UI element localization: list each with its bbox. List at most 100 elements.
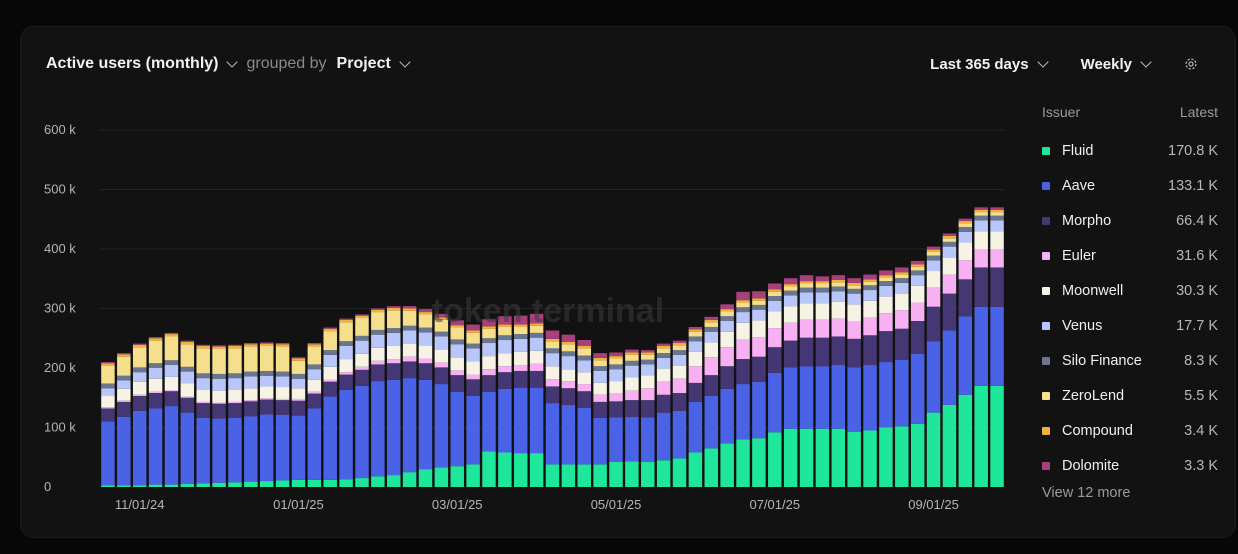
bar-segment [259, 342, 274, 344]
bar-segment [117, 388, 131, 401]
bar-segment [768, 300, 782, 312]
legend-item[interactable]: Silo Finance 8.3 K [1042, 343, 1218, 378]
bar-segment [736, 384, 750, 440]
bar-segment [101, 421, 115, 486]
bar-segment [418, 358, 433, 364]
bar-segment [863, 335, 877, 366]
legend-item-value: 66.4 K [1176, 212, 1218, 229]
range-dropdown[interactable]: Last 365 days [930, 56, 1049, 73]
bar-segment [831, 286, 846, 292]
legend-item[interactable]: Euler 31.6 K [1042, 238, 1218, 273]
bar-segment [339, 372, 353, 375]
interval-dropdown[interactable]: Weekly [1081, 56, 1152, 73]
bar-segment [879, 313, 893, 332]
bar-segment [768, 372, 782, 433]
chart-controls: Last 365 days Weekly [896, 52, 1198, 76]
legend-item[interactable]: ZeroLend 5.5 K [1042, 378, 1218, 413]
bar-segment [498, 388, 512, 453]
bar-segment [990, 207, 1004, 210]
bar-segment [609, 352, 623, 357]
legend-item-value: 17.7 K [1176, 317, 1218, 334]
bar-segment [514, 370, 528, 388]
bar-segment [275, 415, 290, 481]
bar-segment [593, 370, 607, 383]
bar-segment [752, 309, 766, 321]
bar-segment [736, 439, 750, 487]
bar-segment [275, 344, 290, 347]
legend-item[interactable]: Fluid 170.8 K [1042, 133, 1218, 168]
bar-segment [926, 246, 941, 250]
legend-item[interactable]: Aave 133.1 K [1042, 168, 1218, 203]
bar-segment [148, 392, 163, 409]
bar-segment [577, 372, 591, 385]
bar-segment [371, 364, 385, 382]
bar-segment [545, 403, 560, 465]
bar-segment [164, 391, 179, 407]
bar-segment [625, 416, 639, 462]
legend-item[interactable]: Moonwell 30.3 K [1042, 273, 1218, 308]
bar-segment [752, 291, 766, 299]
bar-segment [371, 360, 385, 365]
bar-segment [879, 270, 893, 276]
bar-segment [974, 231, 988, 249]
bar-segment [799, 283, 814, 288]
bar-segment [958, 226, 973, 232]
view-more-link[interactable]: View 12 more [1042, 485, 1131, 501]
bar-segment [434, 317, 449, 320]
bar-segment [450, 327, 464, 340]
bar-segment [736, 291, 750, 301]
bar-segment [942, 404, 957, 487]
legend-item-value: 170.8 K [1168, 142, 1218, 159]
bar-segment [895, 282, 909, 294]
bar-segment [482, 375, 496, 392]
bar-segment [132, 367, 147, 373]
bar-segment [514, 387, 528, 454]
bar-segment [720, 331, 734, 348]
bar-segment [561, 351, 576, 357]
metric-dropdown[interactable]: Active users (monthly) [46, 55, 239, 73]
bar-segment [752, 304, 766, 310]
bar-segment [942, 241, 957, 247]
bar-segment [609, 417, 623, 463]
bar-segment [910, 423, 925, 487]
bar-segment [101, 383, 115, 389]
legend-item[interactable]: Dolomite 3.3 K [1042, 448, 1218, 483]
legend-item[interactable]: Venus 17.7 K [1042, 308, 1218, 343]
bar-segment [688, 329, 703, 332]
bar-segment [402, 378, 417, 473]
bar-segment [164, 390, 179, 392]
group-dropdown[interactable]: Project [337, 55, 411, 73]
bar-segment [593, 382, 607, 395]
bar-segment [815, 366, 830, 429]
bar-segment [117, 380, 131, 389]
bar-segment [609, 358, 623, 365]
bar-segment [164, 332, 179, 335]
legend-item[interactable]: Compound 3.4 K [1042, 413, 1218, 448]
bar-segment [910, 266, 925, 271]
bar-segment [164, 376, 179, 391]
bar-segment [323, 381, 337, 397]
bar-segment [831, 428, 846, 487]
bar-segment [514, 338, 528, 352]
bar-segment [339, 374, 353, 391]
bar-segment [831, 279, 846, 283]
bar-segment [672, 350, 687, 355]
bar-segment [339, 318, 353, 320]
bar-segment [371, 308, 385, 310]
bar-segment [752, 356, 766, 382]
legend-col-issuer: Issuer [1042, 104, 1081, 120]
bar-segment [323, 479, 337, 487]
bar-segment [498, 335, 512, 341]
bar-segment [482, 391, 496, 452]
x-tick-label: 09/01/25 [908, 497, 959, 512]
bar-segment [275, 398, 290, 401]
bar-segment [545, 366, 560, 380]
bar-segment [863, 317, 877, 336]
bar-segment [672, 410, 687, 459]
gear-icon[interactable] [1184, 57, 1198, 71]
bar-segment [942, 238, 957, 242]
bar-segment [450, 375, 464, 392]
bar-segment [641, 359, 655, 365]
legend-item[interactable]: Morpho 66.4 K [1042, 203, 1218, 238]
bar-segment [752, 438, 766, 487]
